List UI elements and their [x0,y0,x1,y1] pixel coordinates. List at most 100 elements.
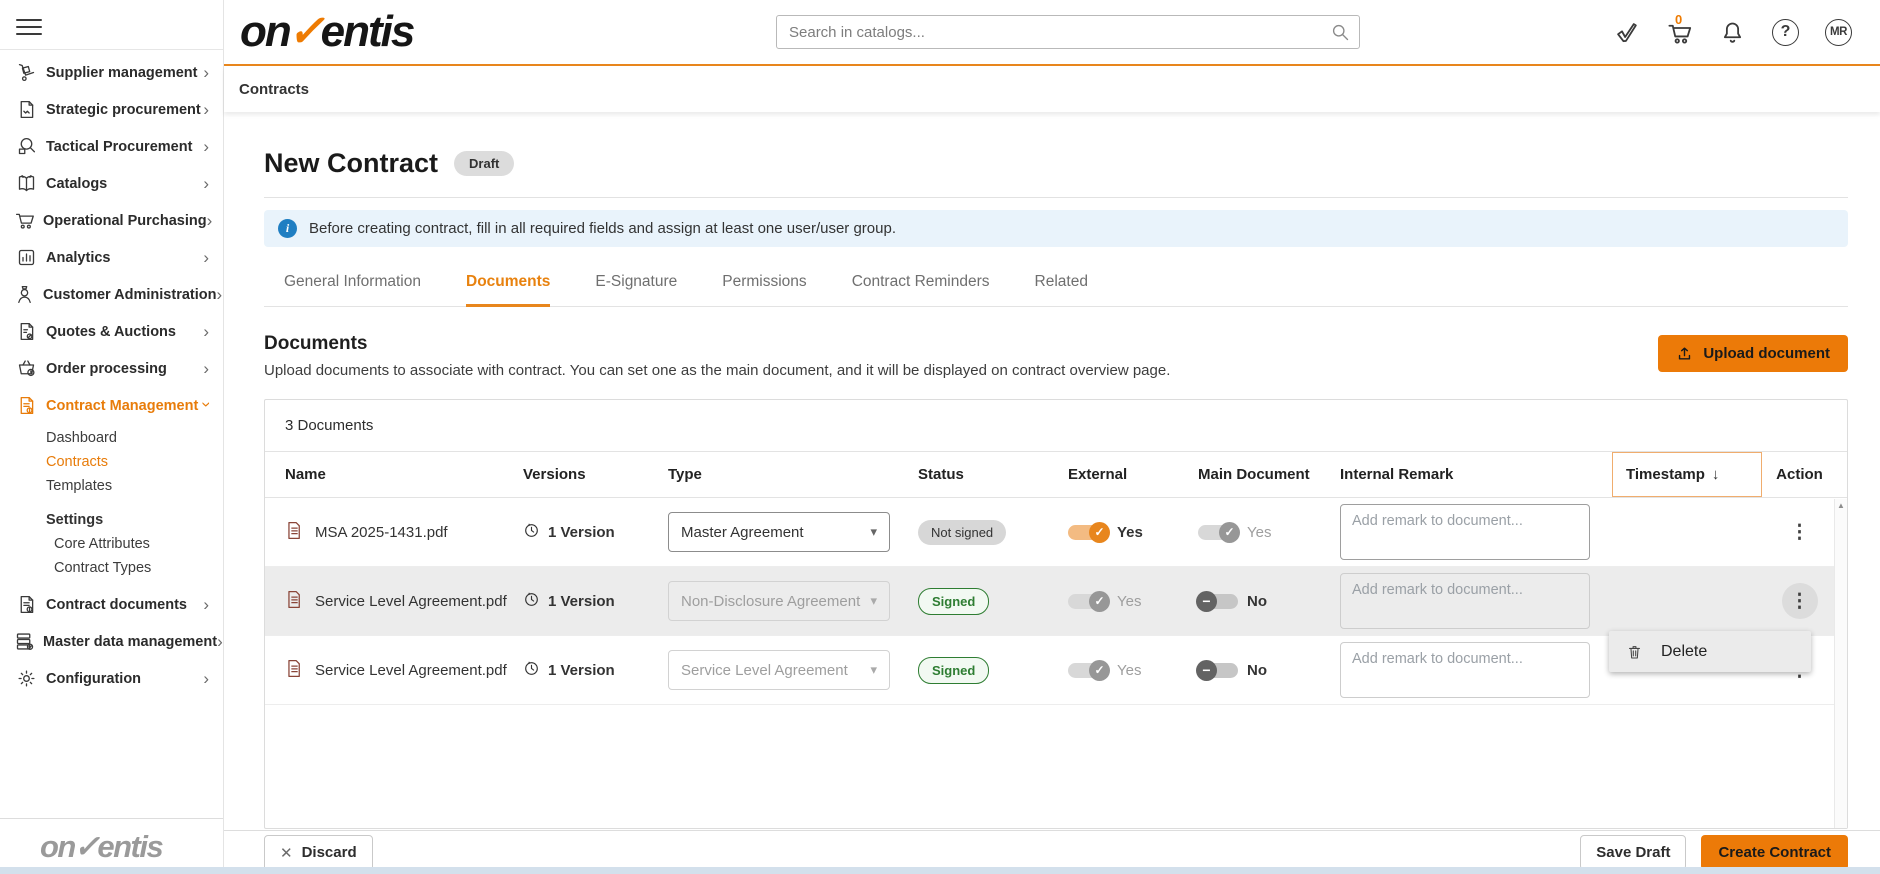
sidebar-item-operational-purchasing[interactable]: Operational Purchasing › [0,202,223,239]
avatar[interactable]: MR [1825,18,1852,46]
section-description: Upload documents to associate with contr… [264,362,1171,379]
column-header-versions[interactable]: Versions [523,466,586,483]
sidebar-item-customer-administration[interactable]: Customer Administration › [0,276,223,313]
sidebar-item-settings[interactable]: Settings [0,508,223,532]
sidebar-item-contract-management[interactable]: Contract Management › [0,387,223,424]
sidebar-divider [0,49,223,50]
sidebar-item-catalogs[interactable]: Catalogs › [0,165,223,202]
column-header-timestamp[interactable]: Timestamp ↓ [1612,452,1762,497]
tab-related[interactable]: Related [1034,273,1088,290]
upload-document-button[interactable]: Upload document [1658,335,1848,372]
save-draft-button[interactable]: Save Draft [1580,835,1687,870]
tab-general-information[interactable]: General Information [284,273,421,290]
sidebar-item-contract-types[interactable]: Contract Types [0,556,223,580]
check-icon: ✓ [1089,659,1110,681]
sidebar-item-label: Analytics [46,249,111,266]
sidebar-item-contract-documents[interactable]: Contract documents › [0,586,223,623]
internal-remark-input[interactable] [1340,504,1590,560]
external-toggle[interactable]: ✓ [1068,521,1110,543]
search-icon[interactable] [1330,22,1350,47]
info-banner: i Before creating contract, fill in all … [264,210,1848,247]
column-header-status[interactable]: Status [918,466,964,483]
document-name[interactable]: Service Level Agreement.pdf [315,661,507,679]
sidebar-item-analytics[interactable]: Analytics › [0,239,223,276]
tab-e-signature[interactable]: E-Signature [595,273,678,290]
tab-documents[interactable]: Documents [466,273,551,307]
sidebar-item-tactical-procurement[interactable]: Tactical Procurement › [0,128,223,165]
breadcrumb-item[interactable]: Contracts [239,80,310,98]
sidebar-item-supplier-management[interactable]: Supplier management › [0,54,223,91]
column-header-external[interactable]: External [1068,466,1128,483]
column-header-name[interactable]: Name [285,466,326,483]
sidebar-item-templates[interactable]: Templates [0,474,223,498]
bell-icon[interactable] [1719,19,1746,46]
discard-button[interactable]: ✕ Discard [264,834,373,871]
sub-item-label: Templates [46,478,113,494]
onventis-logo[interactable]: on✓entis [240,7,415,56]
sub-item-label: Dashboard [46,430,117,446]
sidebar-item-strategic-procurement[interactable]: Strategic procurement › [0,91,223,128]
column-header-action[interactable]: Action [1776,466,1823,483]
sidebar-item-master-data-management[interactable]: Master data management › [0,623,223,660]
row-actions-button[interactable]: ⋮ [1781,583,1818,619]
clock-icon [523,660,540,681]
chevron-down-icon: ▾ [870,662,877,677]
main-document-toggle[interactable]: − [1196,590,1238,612]
cart-icon [14,210,35,231]
version-count[interactable]: 1 Version [548,661,615,679]
document-percent-icon [14,321,38,342]
internal-remark-input[interactable] [1340,642,1590,698]
tab-permissions[interactable]: Permissions [722,273,807,290]
column-header-main-document[interactable]: Main Document [1198,466,1310,483]
minus-icon: − [1196,659,1217,681]
onventis-check-icon[interactable] [1613,19,1640,46]
sidebar-item-contracts[interactable]: Contracts [0,450,223,474]
sidebar-item-dashboard[interactable]: Dashboard [0,426,223,450]
help-icon[interactable]: ? [1772,18,1799,46]
table-scrollbar[interactable]: ▲ [1834,499,1847,828]
chevron-right-icon: › [206,211,213,230]
document-handshake-icon [14,99,38,120]
document-name[interactable]: MSA 2025-1431.pdf [315,523,448,541]
onventis-logo-gray: on✓entis [40,828,164,864]
column-header-internal-remark[interactable]: Internal Remark [1340,466,1454,483]
chevron-down-icon: › [197,401,217,408]
sidebar-item-label: Order processing [46,360,167,377]
minus-icon: − [1196,590,1217,612]
menu-item-delete[interactable]: Delete [1609,633,1811,670]
table-header-row: Name Versions Type Status External Main … [265,452,1847,498]
sidebar-item-label: Contract Management [46,397,199,414]
top-bar: on✓entis 0 ? MR [224,0,1880,66]
hamburger-menu-icon[interactable] [16,14,42,40]
column-header-type[interactable]: Type [668,466,702,483]
row-actions-button[interactable]: ⋮ [1782,514,1818,550]
sidebar-item-core-attributes[interactable]: Core Attributes [0,532,223,556]
document-name[interactable]: Service Level Agreement.pdf [315,592,507,610]
cart-icon[interactable]: 0 [1666,12,1693,46]
search-input[interactable] [776,15,1360,49]
sidebar-item-quotes-auctions[interactable]: Quotes & Auctions › [0,313,223,350]
version-count[interactable]: 1 Version [548,592,615,610]
main-document-toggle[interactable]: − [1196,659,1238,681]
version-count[interactable]: 1 Version [548,523,615,541]
sidebar-nav: Supplier management › Strategic procurem… [0,50,223,818]
sidebar-item-label: Catalogs [46,175,108,192]
external-toggle: ✓ [1068,590,1110,612]
footer-action-bar: ✕ Discard Save Draft Create Contract [224,830,1880,874]
tab-contract-reminders[interactable]: Contract Reminders [851,273,990,290]
create-contract-button[interactable]: Create Contract [1701,835,1848,870]
sidebar-item-order-processing[interactable]: Order processing › [0,350,223,387]
main-area: on✓entis 0 ? MR Contracts New Contract D… [224,0,1880,874]
external-toggle: ✓ [1068,659,1110,681]
logo-check-icon: ✓ [287,7,325,56]
chevron-right-icon: › [203,359,209,378]
sidebar-item-configuration[interactable]: Configuration › [0,660,223,697]
internal-remark-input[interactable] [1340,573,1590,629]
context-menu: Delete [1609,631,1811,672]
chevron-right-icon: › [217,632,223,651]
main-document-label: No [1247,592,1267,610]
type-select[interactable]: Master Agreement ▾ [668,512,890,552]
logo-check-icon: ✓ [73,828,100,864]
table-row: Service Level Agreement.pdf 1 Version No… [265,567,1847,636]
scroll-up-icon[interactable]: ▲ [1837,501,1845,510]
